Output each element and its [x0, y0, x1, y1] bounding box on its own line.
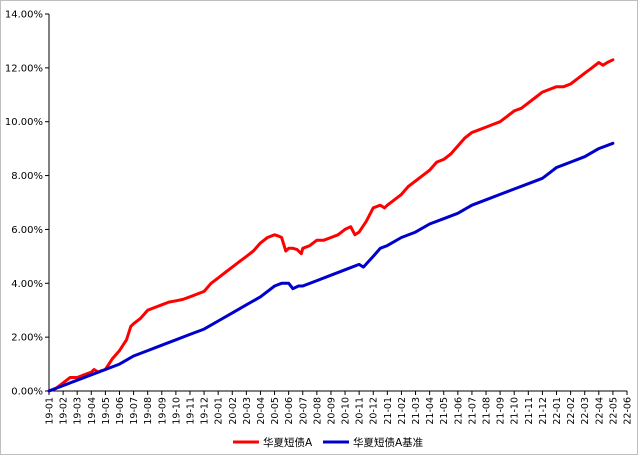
x-tick-label: 21-05 — [439, 397, 450, 425]
y-tick-label: 8.00% — [11, 171, 43, 182]
x-tick-label: 19-11 — [185, 397, 196, 425]
series-line-2 — [47, 141, 615, 393]
x-tick-label: 21-09 — [496, 397, 507, 425]
y-tick-label: 6.00% — [11, 225, 43, 236]
legend-label-2: 华夏短债A基准 — [353, 436, 423, 449]
x-tick-label: 19-10 — [171, 397, 182, 425]
x-tick-label: 19-02 — [59, 397, 70, 425]
x-tick-label: 19-07 — [129, 397, 140, 425]
x-tick-label: 19-01 — [45, 397, 56, 425]
x-tick-label: 22-04 — [594, 397, 605, 425]
x-tick-label: 20-11 — [355, 397, 366, 425]
x-tick-label: 20-09 — [326, 397, 337, 425]
x-tick-label: 21-04 — [425, 397, 436, 425]
x-tick-label: 22-03 — [580, 397, 591, 425]
x-tick-label: 19-08 — [143, 397, 154, 425]
x-tick-label: 20-10 — [341, 397, 352, 425]
x-tick-label: 20-05 — [270, 397, 281, 425]
y-tick-label: 14.00% — [5, 10, 43, 21]
y-tick-label: 2.00% — [11, 333, 43, 344]
x-tick-label: 20-08 — [312, 397, 323, 425]
x-tick-label: 20-03 — [242, 397, 253, 425]
x-tick-label: 20-01 — [214, 397, 225, 425]
y-tick-label: 12.00% — [5, 63, 43, 74]
x-tick-label: 22-02 — [566, 397, 577, 425]
x-tick-label: 21-06 — [453, 397, 464, 425]
y-tick-label: 4.00% — [11, 279, 43, 290]
y-axis: 0.00% 2.00% 4.00% 6.00% 8.00% 10.00% 12.00% 14.… — [5, 10, 50, 398]
series-line-1 — [47, 58, 615, 393]
x-tick-label: 19-03 — [73, 397, 84, 425]
x-tick-label: 20-12 — [369, 397, 380, 425]
x-tick-label: 22-05 — [608, 397, 619, 425]
x-tick-label: 20-04 — [256, 397, 267, 425]
x-tick-label: 21-07 — [467, 397, 478, 425]
x-tick-label: 21-01 — [383, 397, 394, 425]
x-tick-label: 20-06 — [284, 397, 295, 425]
legend: 华夏短债A 华夏短债A基准 — [233, 436, 423, 449]
x-tick-label: 22-01 — [552, 397, 563, 425]
series-layer — [47, 58, 615, 393]
x-tick-label: 21-03 — [411, 397, 422, 425]
x-tick-label: 20-07 — [298, 397, 309, 425]
x-tick-label: 21-12 — [538, 397, 549, 425]
x-tick-label: 19-04 — [87, 397, 98, 425]
x-tick-label: 19-12 — [200, 397, 211, 425]
x-tick-label: 21-02 — [397, 397, 408, 425]
x-tick-label: 22-06 — [623, 397, 634, 425]
x-tick-label: 21-10 — [510, 397, 521, 425]
x-axis: 19-01 19-02 19-03 19-04 19-05 19-06 19-07 19-08… — [45, 390, 634, 425]
legend-label-1: 华夏短债A — [263, 436, 313, 449]
x-tick-label: 19-06 — [115, 397, 126, 425]
x-tick-label: 21-08 — [482, 397, 493, 425]
x-tick-label: 19-09 — [157, 397, 168, 425]
x-tick-label: 20-02 — [228, 397, 239, 425]
x-tick-label: 21-11 — [524, 397, 535, 425]
y-tick-label: 0.00% — [11, 387, 43, 398]
y-tick-label: 10.00% — [5, 117, 43, 128]
x-tick-label: 19-05 — [101, 397, 112, 425]
